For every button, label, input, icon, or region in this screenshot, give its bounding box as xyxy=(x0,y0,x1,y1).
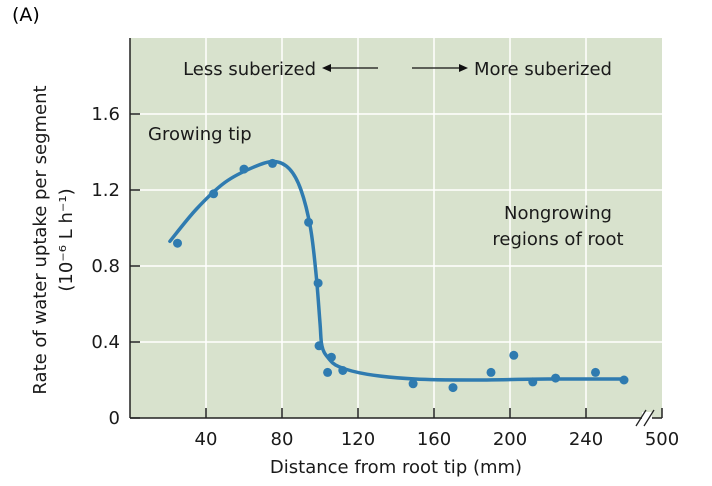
data-point xyxy=(486,367,496,377)
x-axis-label: Distance from root tip (mm) xyxy=(270,457,522,478)
y-tick-label: 1.2 xyxy=(91,180,120,201)
x-tick-label: 160 xyxy=(417,429,451,450)
x-tick-label: 240 xyxy=(569,429,603,450)
data-point xyxy=(173,238,182,248)
y-axis-label-2: (10⁻⁶ L h⁻¹) xyxy=(56,188,77,291)
data-point xyxy=(209,189,219,199)
annotation-nongrowing-2: regions of root xyxy=(492,229,623,250)
axis-break-mark xyxy=(635,409,647,427)
y-tick-label: 0.4 xyxy=(91,332,120,353)
annotation-more-suberized: More suberized xyxy=(474,59,612,80)
x-tick-label: 80 xyxy=(271,429,294,450)
data-point xyxy=(314,341,324,351)
data-point xyxy=(509,350,519,360)
fit-curve xyxy=(168,159,626,382)
plot-background xyxy=(130,38,662,418)
annotation-less-suberized: Less suberized xyxy=(183,59,316,80)
y-tick-label: 0.8 xyxy=(91,256,120,277)
annotation-nongrowing-1: Nongrowing xyxy=(504,203,612,224)
arrow-left-head xyxy=(322,64,331,72)
arrow-right-head xyxy=(459,64,468,72)
y-tick-label: 0 xyxy=(109,408,120,429)
data-point xyxy=(326,352,336,362)
data-point xyxy=(408,379,418,389)
data-point xyxy=(313,278,323,288)
data-point xyxy=(338,366,348,375)
axes: 40 80 120 160 200 240 0 0.4 0.8 1.2 1.6 500 xyxy=(91,38,679,450)
data-point xyxy=(619,375,629,385)
data-points xyxy=(173,158,629,393)
y-tick-label: 1.6 xyxy=(91,104,120,125)
panel-label: (A) xyxy=(12,4,40,26)
data-point xyxy=(304,217,314,227)
data-point xyxy=(239,164,249,174)
axis-break-gap xyxy=(642,412,652,424)
x-tick-label: 120 xyxy=(341,429,375,450)
data-point xyxy=(528,377,538,387)
data-point xyxy=(448,383,458,393)
data-point xyxy=(551,373,561,383)
data-point xyxy=(591,367,600,377)
x-tick-label: 200 xyxy=(493,429,527,450)
annotation-growing-tip: Growing tip xyxy=(148,124,252,145)
axis-break-mark xyxy=(643,409,655,427)
data-point xyxy=(323,367,333,377)
grid xyxy=(130,38,662,418)
x-tick-label: 40 xyxy=(195,429,218,450)
data-point xyxy=(268,158,277,168)
y-axis-label-1: Rate of water uptake per segment xyxy=(30,85,51,394)
x-tick-label-break: 500 xyxy=(645,429,679,450)
